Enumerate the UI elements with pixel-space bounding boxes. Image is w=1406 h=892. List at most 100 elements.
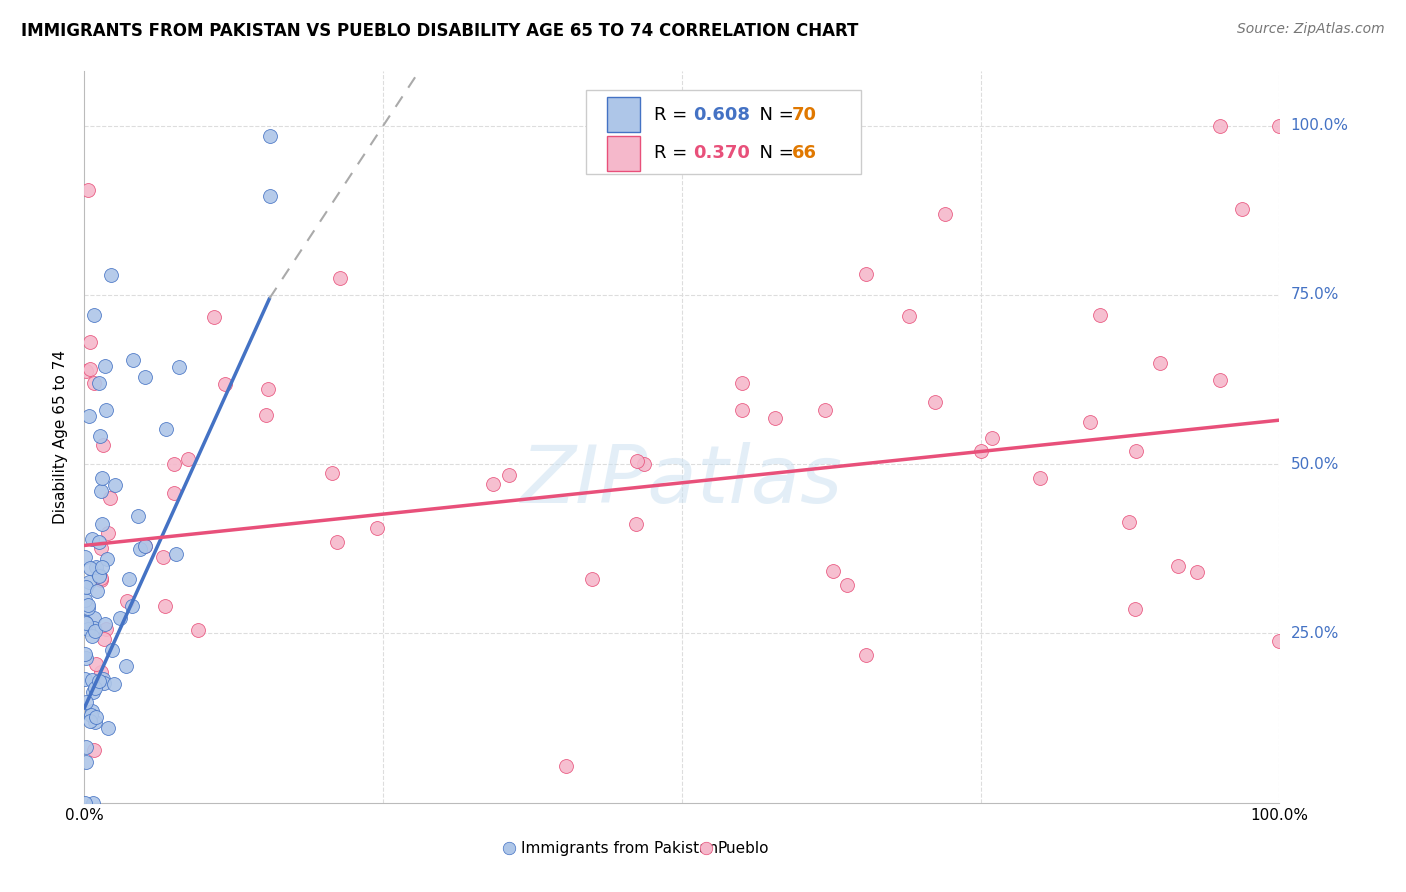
Point — [86, 559, 108, 574]
Point — [100, 268, 122, 282]
Point — [83, 621, 105, 635]
Point — [626, 454, 648, 468]
Point — [96, 622, 118, 636]
Point — [93, 675, 115, 690]
Point — [75, 363, 97, 377]
Point — [898, 309, 921, 323]
Point — [855, 648, 877, 662]
Text: Pueblo: Pueblo — [718, 840, 769, 855]
Text: 50.0%: 50.0% — [1291, 457, 1339, 472]
Point — [76, 601, 98, 615]
Point — [75, 616, 97, 631]
Point — [98, 491, 121, 506]
Point — [83, 681, 105, 695]
Point — [90, 571, 112, 585]
Text: 25.0%: 25.0% — [1291, 626, 1339, 641]
Y-axis label: Disability Age 65 to 74: Disability Age 65 to 74 — [53, 350, 69, 524]
Point — [814, 403, 837, 417]
Text: 66: 66 — [792, 145, 817, 162]
Text: 70: 70 — [792, 106, 817, 124]
Point — [86, 584, 108, 599]
Point — [1268, 119, 1291, 133]
Point — [87, 535, 110, 549]
Point — [1268, 634, 1291, 648]
Point — [73, 550, 96, 565]
Point — [79, 560, 101, 574]
Point — [84, 624, 107, 639]
Point — [254, 409, 277, 423]
Point — [167, 360, 190, 375]
Point — [82, 629, 104, 643]
Point — [204, 310, 226, 324]
Point — [163, 485, 186, 500]
Point — [165, 547, 187, 561]
Point — [121, 599, 143, 614]
Point — [1149, 355, 1171, 369]
Point — [256, 382, 278, 396]
Point — [1118, 516, 1140, 530]
Point — [73, 593, 96, 607]
Point — [259, 128, 281, 143]
Point — [1123, 602, 1146, 616]
Point — [76, 599, 98, 613]
Point — [127, 508, 149, 523]
Point — [91, 438, 114, 452]
Point — [104, 477, 127, 491]
Point — [731, 376, 754, 390]
Point — [214, 377, 236, 392]
Point — [118, 572, 141, 586]
Point — [1167, 559, 1189, 574]
Point — [328, 270, 350, 285]
Point — [763, 411, 786, 425]
Point — [134, 539, 156, 553]
Point — [84, 657, 107, 672]
Point — [90, 484, 112, 499]
Point — [75, 650, 97, 665]
FancyBboxPatch shape — [606, 97, 640, 132]
Point — [633, 457, 655, 471]
Point — [94, 359, 117, 374]
FancyBboxPatch shape — [586, 90, 862, 174]
Point — [482, 477, 505, 491]
Text: Immigrants from Pakistan: Immigrants from Pakistan — [520, 840, 717, 855]
Point — [75, 581, 97, 595]
Point — [76, 622, 98, 636]
Point — [187, 624, 209, 638]
Text: N =: N = — [748, 106, 799, 124]
Point — [82, 685, 104, 699]
Point — [87, 569, 110, 583]
Point — [86, 710, 108, 724]
Point — [1078, 416, 1101, 430]
Point — [79, 707, 101, 722]
Point — [75, 648, 97, 662]
Point — [80, 673, 103, 688]
Point — [83, 743, 105, 757]
Text: 100.0%: 100.0% — [1291, 118, 1348, 133]
Point — [366, 521, 388, 535]
Point — [259, 189, 281, 203]
Point — [97, 721, 120, 735]
Point — [980, 431, 1002, 445]
Point — [90, 471, 112, 485]
FancyBboxPatch shape — [606, 136, 640, 170]
Text: R =: R = — [654, 106, 693, 124]
Point — [90, 517, 112, 532]
Point — [103, 677, 125, 691]
Point — [94, 403, 117, 417]
Point — [87, 674, 110, 689]
Point — [581, 572, 603, 586]
Point — [934, 206, 956, 220]
Point — [162, 457, 184, 471]
Point — [1029, 471, 1052, 485]
Point — [1090, 308, 1112, 322]
Point — [83, 376, 105, 390]
Point — [76, 696, 98, 710]
Point — [97, 526, 120, 541]
Point — [731, 403, 754, 417]
Point — [115, 594, 138, 608]
Point — [321, 466, 343, 480]
Point — [134, 369, 156, 384]
Point — [73, 796, 96, 810]
Point — [128, 541, 150, 556]
Point — [626, 517, 648, 532]
